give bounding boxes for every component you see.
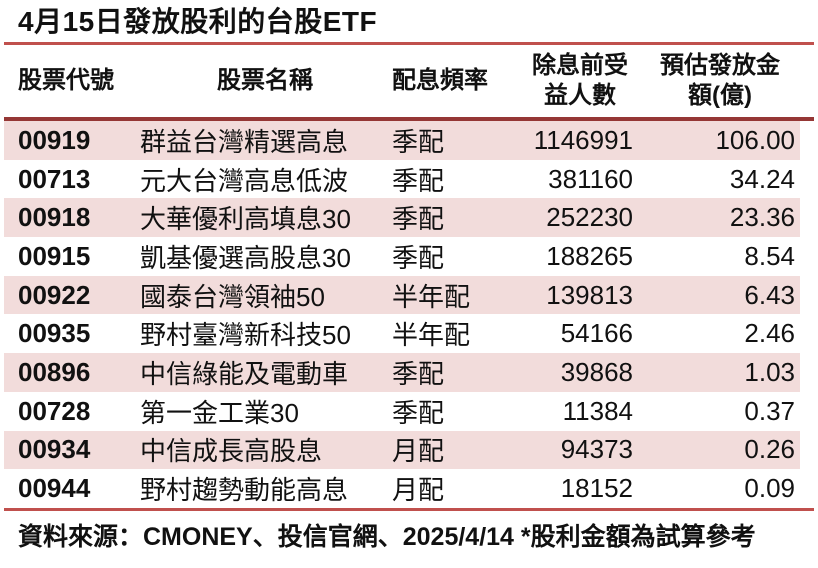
- table-bottom-divider: [4, 507, 814, 511]
- header-holders-before-exdate: 除息前受 益人數: [532, 52, 628, 109]
- cell-stock-code: 00944: [18, 473, 91, 504]
- cell-frequency: 季配: [392, 126, 445, 157]
- cell-frequency: 季配: [392, 397, 445, 428]
- table-row: 00713 元大台灣高息低波 季配 381160 34.24: [4, 160, 800, 199]
- cell-holders: 18152: [560, 473, 633, 504]
- cell-holders: 39868: [560, 356, 633, 387]
- table-row: 00919 群益台灣精選高息 季配 1146991 106.00: [4, 121, 800, 160]
- cell-amount: 106.00: [715, 124, 795, 155]
- etf-dividend-table-page: 4月15日發放股利的台股ETF 股票代號 股票名稱 配息頻率 除息前受 益人數 …: [0, 5, 818, 568]
- header-payout-frequency: 配息頻率: [392, 67, 488, 94]
- cell-stock-name: 第一金工業30: [140, 397, 299, 428]
- cell-amount: 6.43: [744, 279, 795, 310]
- cell-stock-name: 野村臺灣新科技50: [140, 320, 351, 351]
- cell-stock-name: 凱基優選高股息30: [140, 242, 351, 273]
- cell-holders: 54166: [560, 318, 633, 349]
- cell-stock-name: 元大台灣高息低波: [140, 165, 349, 196]
- cell-holders: 381160: [548, 163, 633, 194]
- table-row: 00944 野村趨勢動能高息 月配 18152 0.09: [4, 469, 800, 508]
- cell-holders: 139813: [546, 279, 633, 310]
- cell-frequency: 月配: [392, 436, 445, 467]
- title-divider: [4, 42, 814, 45]
- cell-holders: 188265: [546, 240, 633, 271]
- cell-stock-name: 中信綠能及電動車: [140, 358, 349, 389]
- page-title: 4月15日發放股利的台股ETF: [18, 6, 378, 37]
- cell-amount: 8.54: [744, 240, 795, 271]
- cell-stock-name: 大華優利高填息30: [140, 204, 351, 235]
- cell-stock-code: 00896: [18, 356, 91, 387]
- header-stock-name: 股票名稱: [217, 67, 313, 94]
- cell-frequency: 季配: [392, 204, 445, 235]
- table-row: 00915 凱基優選高股息30 季配 188265 8.54: [4, 237, 800, 276]
- cell-stock-code: 00935: [18, 318, 91, 349]
- table-row: 00935 野村臺灣新科技50 半年配 54166 2.46: [4, 314, 800, 353]
- table-row: 00728 第一金工業30 季配 11384 0.37: [4, 392, 800, 431]
- cell-holders: 252230: [546, 202, 633, 233]
- cell-stock-code: 00915: [18, 240, 91, 271]
- cell-amount: 23.36: [729, 202, 795, 233]
- table-row: 00934 中信成長高股息 月配 94373 0.26: [4, 430, 800, 470]
- cell-holders: 11384: [562, 395, 633, 426]
- table-row: 00896 中信綠能及電動車 季配 39868 1.03: [4, 353, 800, 392]
- cell-stock-name: 中信成長高股息: [140, 436, 323, 467]
- cell-stock-code: 00922: [18, 279, 91, 310]
- cell-frequency: 季配: [392, 242, 445, 273]
- header-divider: [4, 117, 814, 121]
- table-body: 00919 群益台灣精選高息 季配 1146991 106.00 00713 元…: [4, 121, 800, 508]
- cell-holders: 94373: [560, 434, 633, 465]
- header-stock-code: 股票代號: [18, 67, 114, 94]
- cell-stock-code: 00919: [18, 124, 91, 155]
- cell-stock-name: 野村趨勢動能高息: [140, 475, 349, 506]
- header-estimated-payout: 預估發放金 額(億): [660, 52, 780, 109]
- cell-stock-code: 00713: [18, 163, 91, 194]
- cell-stock-code: 00918: [18, 202, 91, 233]
- etf-table: 股票代號 股票名稱 配息頻率 除息前受 益人數 預估發放金 額(億) 00919…: [0, 45, 818, 508]
- cell-stock-name: 群益台灣精選高息: [140, 126, 349, 157]
- cell-stock-code: 00728: [18, 395, 91, 426]
- cell-amount: 0.37: [744, 395, 795, 426]
- cell-amount: 0.26: [744, 434, 795, 465]
- cell-frequency: 季配: [392, 165, 445, 196]
- cell-amount: 0.09: [744, 473, 795, 504]
- table-header-row: 股票代號 股票名稱 配息頻率 除息前受 益人數 預估發放金 額(億): [4, 45, 800, 117]
- cell-amount: 2.46: [744, 318, 795, 349]
- table-row: 00918 大華優利高填息30 季配 252230 23.36: [4, 198, 800, 238]
- source-note: 資料來源：CMONEY、投信官網、2025/4/14 *股利金額為試算參考: [18, 522, 756, 551]
- cell-holders: 1146991: [533, 124, 633, 155]
- cell-frequency: 半年配: [392, 320, 471, 351]
- table-row: 00922 國泰台灣領袖50 半年配 139813 6.43: [4, 275, 800, 315]
- cell-stock-code: 00934: [18, 434, 91, 465]
- cell-frequency: 季配: [392, 358, 445, 389]
- cell-frequency: 半年配: [392, 281, 471, 312]
- cell-frequency: 月配: [392, 475, 445, 506]
- cell-amount: 1.03: [744, 356, 795, 387]
- cell-amount: 34.24: [729, 163, 795, 194]
- cell-stock-name: 國泰台灣領袖50: [140, 281, 325, 312]
